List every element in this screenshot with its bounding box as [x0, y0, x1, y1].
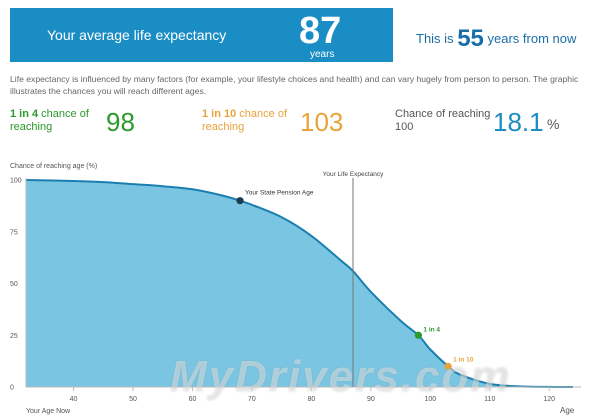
x-start-label: Your Age Now	[26, 408, 71, 415]
watermark: MyDrivers.com	[170, 352, 512, 401]
life-expectancy-label: Your average life expectancy	[47, 27, 227, 43]
y-tick-label-25: 25	[10, 333, 18, 340]
life-expectancy-unit: years	[310, 49, 335, 60]
y-tick-label-0: 0	[10, 385, 14, 392]
years-from-now-suffix: years from now	[487, 31, 577, 46]
x-tick-label-60: 60	[189, 396, 197, 403]
x-tick-label-90: 90	[367, 396, 375, 403]
x-tick-label-100: 100	[424, 396, 436, 403]
x-tick-label-50: 50	[129, 396, 137, 403]
one-in-four-marker-label: 1 in 4	[423, 326, 440, 333]
x-tick-label-80: 80	[307, 396, 315, 403]
stat-1-in-10-label: 1 in 10 chance of reaching	[202, 108, 288, 133]
stat-reaching-100-label: Chance of reaching 100	[395, 108, 491, 133]
years-from-now-value: 55	[457, 25, 484, 52]
x-tick-label-110: 110	[484, 396, 495, 403]
one-in-ten-marker	[444, 362, 452, 370]
years-from-now-prefix: This is	[416, 31, 454, 46]
survival-line	[25, 179, 574, 388]
y-axis-title: Chance of reaching age (%)	[10, 163, 97, 170]
one-in-ten-marker-label: 1 in 10	[453, 356, 474, 363]
x-tick-label-120: 120	[543, 396, 555, 403]
x-tick-label-40: 40	[70, 396, 78, 403]
life-expectancy-value: 87	[299, 10, 342, 52]
pension-age-marker-label: Your State Pension Age	[245, 190, 314, 197]
y-tick-label-50: 50	[10, 281, 18, 288]
y-tick-label-75: 75	[10, 229, 18, 236]
one-in-four-marker	[414, 331, 423, 339]
x-tick-label-70: 70	[248, 396, 256, 403]
y-tick-label-100: 100	[10, 178, 22, 185]
life-expectancy-banner: Your average life expectancy 87 years	[10, 8, 393, 62]
stat-1-in-4-value: 98	[106, 107, 135, 137]
x-axis-title: Age	[560, 406, 575, 415]
stat-reaching-100-value: 18.1	[493, 107, 544, 137]
intro-text: Life expectancy is influenced by many fa…	[10, 74, 579, 96]
stat-reaching-100-unit: %	[547, 116, 560, 132]
stat-1-in-10-value: 103	[300, 107, 344, 137]
pension-age-marker	[236, 197, 244, 205]
years-from-now: This is 55 years from now	[416, 22, 577, 52]
survival-area	[26, 180, 573, 387]
stat-1-in-4-label: 1 in 4 chance of reaching	[10, 108, 89, 133]
life-expectancy-line-label: Your Life Expectancy	[323, 171, 385, 178]
